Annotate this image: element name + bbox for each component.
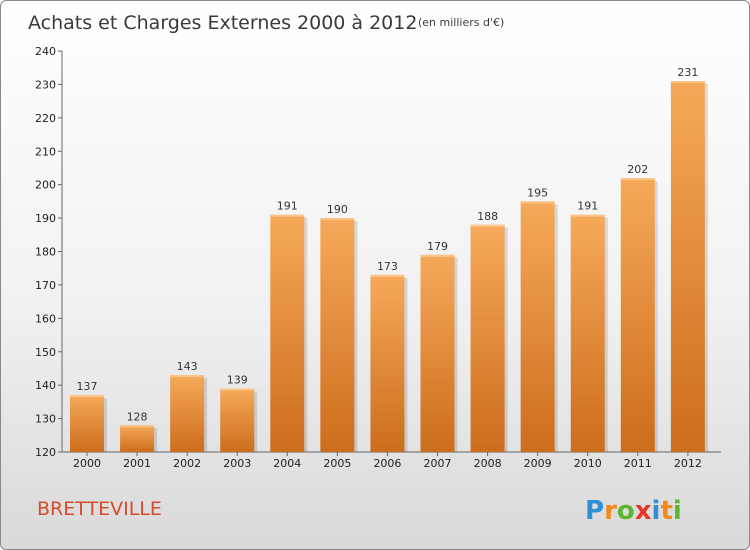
bar-2005 <box>320 218 355 452</box>
x-tick-label-2002: 2002 <box>173 457 201 470</box>
logo-letter: r <box>604 496 617 526</box>
data-label-2002: 143 <box>177 360 198 373</box>
x-tick-label-2003: 2003 <box>223 457 251 470</box>
x-tick-label-2005: 2005 <box>323 457 351 470</box>
bar-2003 <box>220 388 255 452</box>
bar-2008 <box>470 224 505 452</box>
y-tick-label: 140 <box>35 379 56 392</box>
x-tick-label-2007: 2007 <box>424 457 452 470</box>
y-tick-label: 150 <box>35 346 56 359</box>
y-tick-label: 200 <box>35 179 56 192</box>
x-tick-label-2000: 2000 <box>73 457 101 470</box>
data-label-2010: 191 <box>577 200 598 213</box>
data-label-2008: 188 <box>477 210 498 223</box>
bar-2010 <box>570 214 605 452</box>
x-tick-label-2004: 2004 <box>273 457 301 470</box>
bar-highlight <box>220 388 255 391</box>
y-tick-label: 170 <box>35 279 56 292</box>
bar-2011 <box>620 177 655 452</box>
y-tick-label: 120 <box>35 446 56 459</box>
bar-highlight <box>420 254 455 257</box>
bar-highlight <box>670 81 705 84</box>
bar-highlight <box>470 224 505 227</box>
bar-highlight <box>520 201 555 204</box>
logo-letter: x <box>635 496 652 526</box>
logo-letter: i <box>652 496 661 526</box>
bars-group: 137 128 143 139 191 190 173 179 188 195 191 202 231 <box>70 66 708 452</box>
y-tick-label: 180 <box>35 246 56 259</box>
bar-highlight <box>70 395 104 398</box>
bar-highlight <box>570 214 605 217</box>
bar-2009 <box>520 201 555 452</box>
y-tick-label: 130 <box>35 413 56 426</box>
logo-letter: i <box>673 496 682 526</box>
data-label-2007: 179 <box>427 240 448 253</box>
commune-name: BRETTEVILLE <box>37 498 162 520</box>
data-label-2012: 231 <box>677 66 698 79</box>
x-axis: 2000 2001 2002 2003 2004 2005 2006 2007 2008 2009… <box>62 451 721 470</box>
x-tick-label-2008: 2008 <box>474 457 502 470</box>
x-tick-label-2010: 2010 <box>574 457 602 470</box>
logo-letter: o <box>617 496 635 526</box>
bar-highlight <box>170 375 205 378</box>
bar-2007 <box>420 254 455 452</box>
bar-2002 <box>170 375 205 452</box>
chart-subtitle: (en milliers d'€) <box>418 16 504 29</box>
y-tick-label: 210 <box>35 145 56 158</box>
data-label-2011: 202 <box>627 163 648 176</box>
bar-highlight <box>270 214 305 217</box>
y-tick-label: 160 <box>35 312 56 325</box>
bar-2012 <box>670 81 705 452</box>
chart-title: Achats et Charges Externes 2000 à 2012 <box>28 12 417 34</box>
data-label-2004: 191 <box>277 200 298 213</box>
y-tick-label: 230 <box>35 78 56 91</box>
x-tick-label-2012: 2012 <box>674 457 702 470</box>
bar-highlight <box>620 177 655 180</box>
x-tick-label-2001: 2001 <box>123 457 151 470</box>
logo-letter: t <box>660 496 672 526</box>
x-tick-label-2011: 2011 <box>624 457 652 470</box>
y-axis: 120 130 140 150 160 170 180 190 200 210 220 230 240 <box>35 45 63 459</box>
proxiti-logo: Proxiti <box>585 496 682 526</box>
data-label-2005: 190 <box>327 203 348 216</box>
y-tick-label: 240 <box>35 45 56 58</box>
bar-2006 <box>370 274 405 452</box>
bar-highlight <box>320 218 355 221</box>
bar-highlight <box>120 425 155 428</box>
data-label-2006: 173 <box>377 260 398 273</box>
bar-highlight <box>370 274 405 277</box>
data-label-2001: 128 <box>127 410 148 423</box>
bar-2001 <box>120 425 155 452</box>
bar-2000 <box>70 395 104 452</box>
y-tick-label: 190 <box>35 212 56 225</box>
data-label-2003: 139 <box>227 374 248 387</box>
logo-letter: P <box>585 496 604 526</box>
x-tick-label-2009: 2009 <box>524 457 552 470</box>
x-tick-label-2006: 2006 <box>373 457 401 470</box>
data-label-2009: 195 <box>527 186 548 199</box>
bar-2004 <box>270 214 305 452</box>
data-label-2000: 137 <box>77 380 98 393</box>
y-tick-label: 220 <box>35 112 56 125</box>
